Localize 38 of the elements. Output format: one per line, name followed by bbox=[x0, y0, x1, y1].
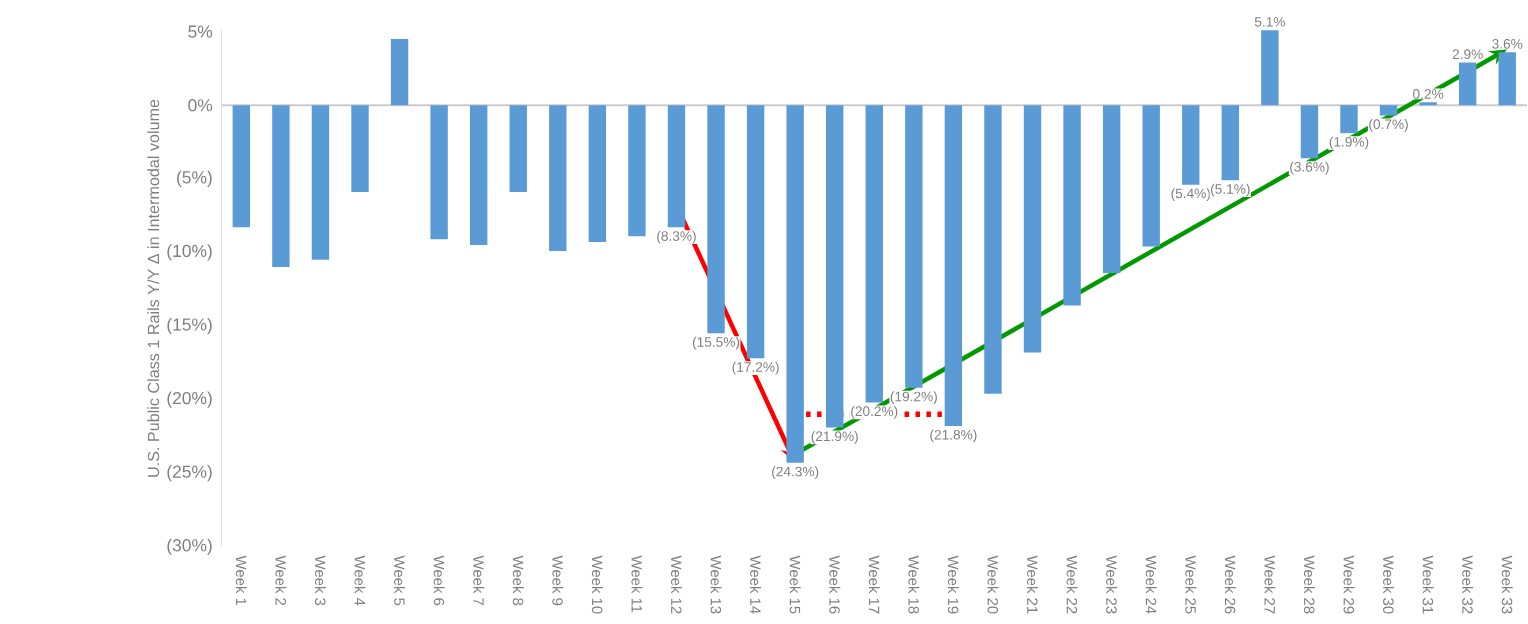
y-tick-label: (20%) bbox=[167, 391, 212, 408]
bar bbox=[1300, 104, 1319, 158]
bar bbox=[509, 104, 527, 192]
bar bbox=[746, 104, 765, 358]
bar bbox=[707, 104, 725, 333]
bar bbox=[1182, 104, 1200, 185]
bar bbox=[390, 38, 409, 105]
y-tick-label: 0% bbox=[188, 98, 213, 111]
bar bbox=[1142, 104, 1160, 247]
bar bbox=[628, 104, 646, 236]
bar bbox=[905, 104, 923, 388]
y-tick-label: (30%) bbox=[167, 538, 212, 555]
y-tick-label: (10%) bbox=[167, 243, 212, 261]
bar bbox=[549, 104, 567, 251]
bar bbox=[469, 104, 488, 245]
bar bbox=[944, 104, 963, 426]
y-tick-label: (5%) bbox=[177, 170, 212, 187]
bar bbox=[667, 104, 686, 227]
bar bbox=[1498, 51, 1516, 105]
y-tick-label: 5% bbox=[188, 25, 213, 38]
bar bbox=[1102, 104, 1121, 273]
bar bbox=[1221, 104, 1240, 180]
bar bbox=[232, 104, 251, 227]
bar bbox=[1458, 62, 1477, 105]
bar bbox=[272, 104, 290, 267]
bar bbox=[1023, 104, 1042, 353]
bar bbox=[1261, 29, 1279, 105]
bar bbox=[865, 104, 883, 403]
bar bbox=[588, 104, 607, 242]
y-axis-title: U.S. Public Class 1 Rails Y/Y Δ in Intermodal volume bbox=[147, 99, 160, 477]
bar bbox=[311, 104, 330, 260]
bar bbox=[430, 104, 448, 239]
y-tick-label: (25%) bbox=[167, 464, 212, 481]
bar bbox=[1340, 104, 1358, 133]
bar bbox=[1063, 104, 1081, 305]
y-tick-label: (15%) bbox=[167, 317, 212, 334]
bar bbox=[351, 104, 369, 192]
bar bbox=[984, 104, 1002, 394]
